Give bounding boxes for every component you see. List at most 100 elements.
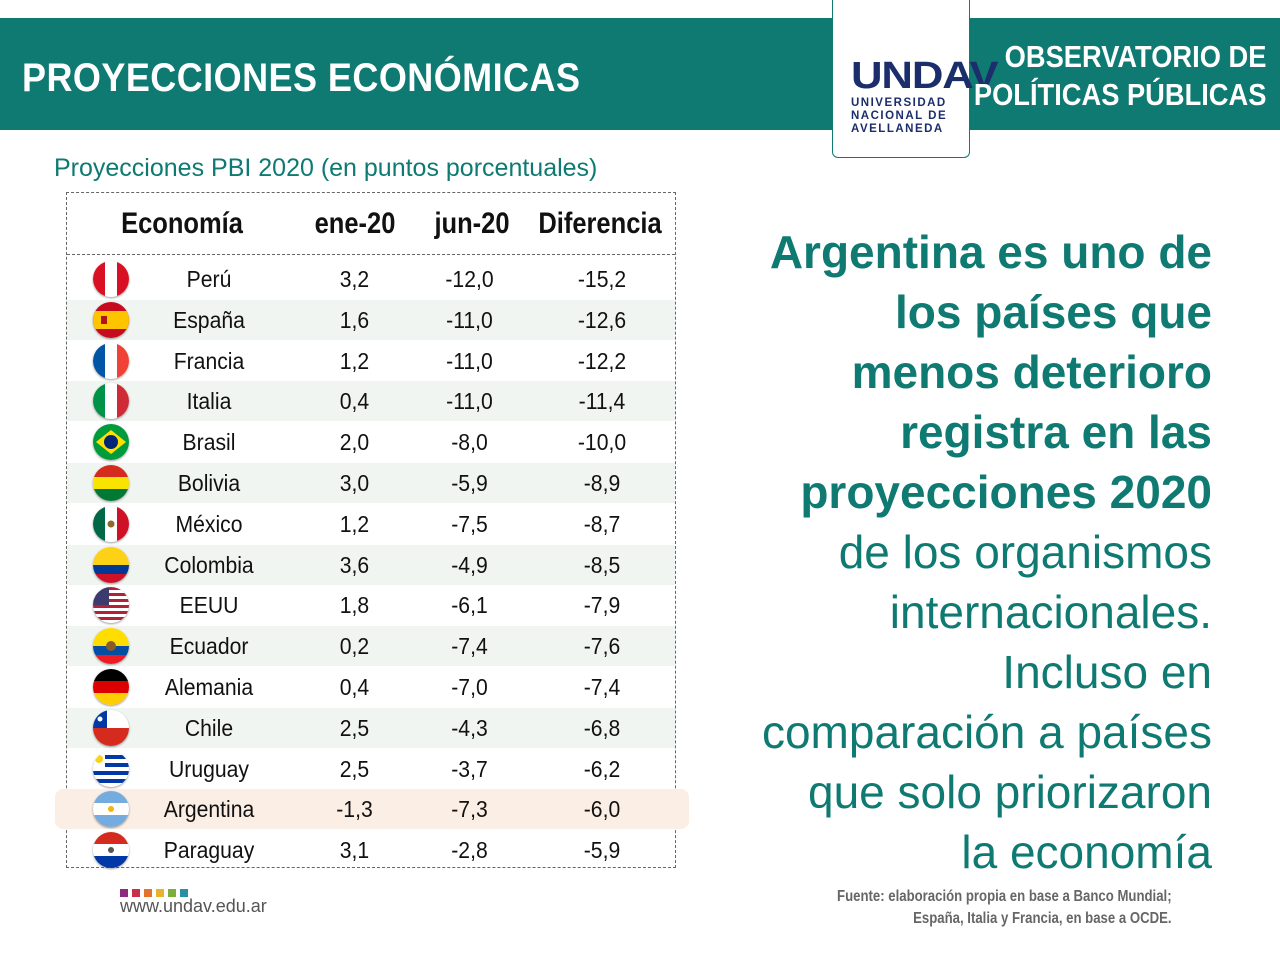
value-ene20: 0,4 <box>339 674 370 700</box>
value-diferencia: -6,2 <box>583 755 621 782</box>
value-diferencia: -12,2 <box>577 347 627 374</box>
header-diferencia: Diferencia <box>538 207 662 240</box>
value-jun20: -11,0 <box>446 388 493 415</box>
value-ene20: 2,5 <box>339 714 370 741</box>
table-subtitle: Proyecciones PBI 2020 (en puntos porcent… <box>54 154 598 182</box>
table-row: Perú 3,2 -12,0 -15,2 <box>67 259 675 299</box>
headline-line: la economía <box>961 826 1212 878</box>
value-diferencia: -8,9 <box>583 470 621 496</box>
headline-line: de los organismos <box>838 526 1212 578</box>
value-ene20: 2,0 <box>339 429 370 456</box>
country-name: México <box>175 510 243 537</box>
value-diferencia: -7,6 <box>583 633 621 660</box>
value-diferencia: -12,6 <box>577 306 627 333</box>
value-diferencia: -11,4 <box>578 388 626 415</box>
bolivia-flag-icon <box>93 465 129 501</box>
headline-bold-line: menos deterioro <box>851 346 1212 398</box>
value-jun20: -8,0 <box>451 429 488 456</box>
value-diferencia: -15,2 <box>577 266 627 292</box>
headline-bold-line: los países que <box>894 286 1212 338</box>
mexico-flag-icon <box>93 505 129 542</box>
argentina-flag-icon <box>93 791 129 828</box>
country-name: Colombia <box>164 551 254 578</box>
table-row: Argentina -1,3 -7,3 -6,0 <box>55 789 689 830</box>
header-jun20: jun-20 <box>434 207 510 240</box>
headline-line: comparación a países <box>761 706 1212 758</box>
table-row: España 1,6 -11,0 -12,6 <box>67 299 675 340</box>
value-ene20: 0,4 <box>339 388 370 415</box>
country-name: Bolivia <box>177 470 241 496</box>
value-ene20: 1,2 <box>339 347 370 374</box>
table-row: Alemania 0,4 -7,0 -7,4 <box>67 667 675 707</box>
country-name: Alemania <box>164 674 254 700</box>
value-diferencia: -10,0 <box>577 429 627 456</box>
color-dot <box>120 889 128 897</box>
value-diferencia: -6,0 <box>583 796 621 823</box>
value-jun20: -2,8 <box>451 837 488 864</box>
color-dot <box>180 889 188 897</box>
headline-bold-line: proyecciones 2020 <box>800 466 1212 518</box>
value-ene20: 3,1 <box>339 837 370 864</box>
color-dot <box>156 889 164 897</box>
header-ene20: ene-20 <box>314 207 396 240</box>
value-ene20: 1,8 <box>339 592 370 619</box>
country-name: Paraguay <box>163 837 255 864</box>
value-jun20: -4,3 <box>451 714 488 741</box>
value-ene20: 3,2 <box>339 266 370 292</box>
source-note: Fuente: elaboración propia en base a Ban… <box>837 888 1172 927</box>
value-ene20: -1,3 <box>336 796 373 823</box>
table-row: Colombia 3,6 -4,9 -8,5 <box>67 544 675 585</box>
value-jun20: -3,7 <box>451 755 488 782</box>
table-row: Chile 2,5 -4,3 -6,8 <box>67 707 675 748</box>
table-row: Paraguay 3,1 -2,8 -5,9 <box>67 830 675 870</box>
color-dot <box>168 889 176 897</box>
headline-line: que solo priorizaron <box>807 766 1212 818</box>
value-ene20: 2,5 <box>339 755 370 782</box>
logo-wordmark: UNDAV <box>851 55 999 97</box>
table-row: Brasil 2,0 -8,0 -10,0 <box>67 422 675 462</box>
italy-flag-icon <box>93 383 129 420</box>
headline-bold-line: Argentina es uno de <box>769 226 1212 278</box>
brand-color-dots <box>120 884 192 902</box>
value-diferencia: -7,9 <box>583 592 621 619</box>
value-diferencia: -5,9 <box>583 837 621 864</box>
value-jun20: -5,9 <box>451 470 488 496</box>
table-row: Ecuador 0,2 -7,4 -7,6 <box>67 626 675 667</box>
colombia-flag-icon <box>93 546 129 583</box>
value-jun20: -11,0 <box>446 347 493 374</box>
country-name: Perú <box>186 266 232 292</box>
country-name: Argentina <box>163 796 255 823</box>
undav-logo: UNDAV UNIVERSIDAD NACIONAL DE AVELLANEDA <box>832 0 999 158</box>
value-diferencia: -7,4 <box>583 674 621 700</box>
chile-flag-icon <box>93 709 129 746</box>
website-link[interactable]: www.undav.edu.ar <box>120 896 267 916</box>
spain-flag-icon <box>93 301 129 338</box>
peru-flag-icon <box>93 261 129 297</box>
country-name: Brasil <box>182 429 236 456</box>
ecuador-flag-icon <box>93 628 129 665</box>
headline-text: Argentina es uno de los países que menos d… <box>652 222 1212 882</box>
table-header: Economía ene-20 jun-20 Diferencia <box>67 193 675 255</box>
value-jun20: -7,3 <box>451 796 488 823</box>
headline-bold-line: registra en las <box>900 406 1212 458</box>
logo-subtitle: UNIVERSIDAD NACIONAL DE AVELLANEDA <box>851 97 948 135</box>
brazil-flag-icon <box>93 424 129 461</box>
country-name: Italia <box>186 388 232 415</box>
country-name: EEUU <box>179 592 239 619</box>
gdp-table: Economía ene-20 jun-20 Diferencia Perú 3,… <box>55 192 689 870</box>
france-flag-icon <box>93 342 129 379</box>
value-jun20: -7,4 <box>451 633 488 660</box>
header-band <box>0 18 1280 130</box>
page-title: PROYECCIONES ECONÓMICAS <box>22 56 581 100</box>
country-name: Ecuador <box>169 633 249 660</box>
value-ene20: 0,2 <box>339 633 370 660</box>
value-ene20: 3,0 <box>339 470 370 496</box>
color-dot <box>132 889 140 897</box>
paraguay-flag-icon <box>93 832 129 869</box>
value-jun20: -7,0 <box>451 674 488 700</box>
table-row: Uruguay 2,5 -3,7 -6,2 <box>67 749 675 789</box>
table-row: Francia 1,2 -11,0 -12,2 <box>67 341 675 381</box>
value-ene20: 3,6 <box>339 551 370 578</box>
value-jun20: -7,5 <box>451 510 488 537</box>
value-ene20: 1,6 <box>339 306 370 333</box>
